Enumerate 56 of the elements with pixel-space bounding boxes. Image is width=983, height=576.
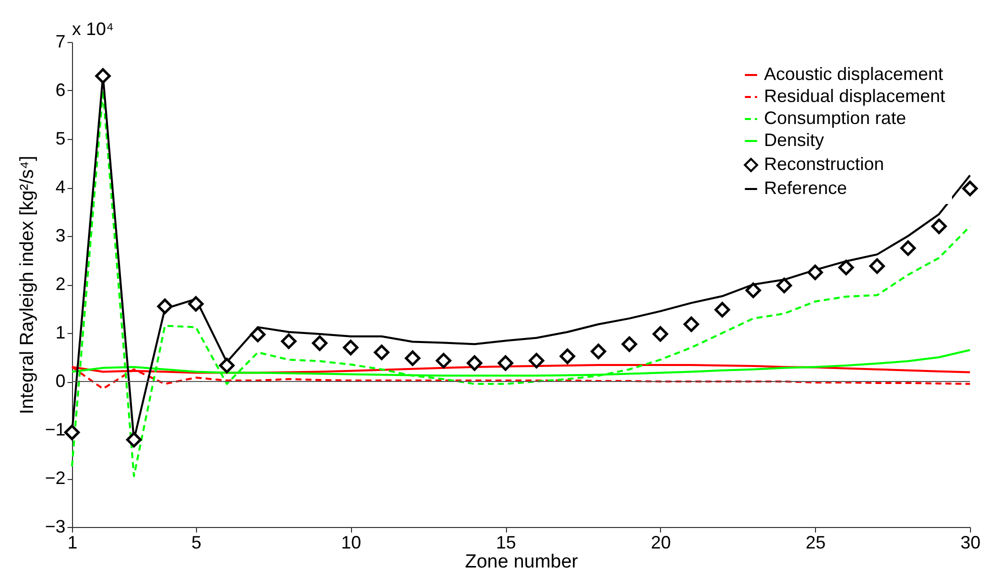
y-tick-label: −3 <box>44 516 66 536</box>
point <box>64 424 80 440</box>
y-tick-label: 3 <box>55 226 66 246</box>
point <box>436 352 452 368</box>
point <box>684 316 700 332</box>
point <box>931 218 947 234</box>
y-axis-title: Integral Rayleigh index [kg²/s⁴] <box>16 156 38 414</box>
y-tick-label: −2 <box>44 468 66 488</box>
point <box>498 355 514 371</box>
x-tick-label: 25 <box>806 532 826 552</box>
point <box>250 326 266 342</box>
point <box>404 350 420 366</box>
point <box>590 344 606 360</box>
legend-label: Consumption rate <box>764 108 906 128</box>
point <box>838 260 854 276</box>
point <box>280 333 297 350</box>
point <box>188 296 204 312</box>
point <box>157 298 173 314</box>
x-axis-title: Zone number <box>464 552 579 572</box>
point <box>95 68 111 84</box>
y-tick-label: 7 <box>55 32 66 52</box>
point <box>714 302 730 318</box>
x-tick-label: 10 <box>341 532 362 552</box>
x-tick-label: 15 <box>496 532 516 552</box>
x-tick-label: 5 <box>191 532 202 552</box>
point <box>374 344 390 360</box>
x-tick-label: 20 <box>650 532 671 552</box>
point <box>126 432 142 448</box>
point <box>869 258 885 274</box>
point <box>745 282 762 298</box>
y-tick-label: 0 <box>55 371 66 391</box>
point <box>900 240 916 256</box>
point <box>622 336 638 352</box>
text: x 10⁴ <box>72 19 114 39</box>
y-tick-label: −1 <box>44 420 66 440</box>
legend-label: Acoustic displacement <box>764 64 944 84</box>
point <box>560 348 576 364</box>
point <box>807 264 823 280</box>
x-tick-label: 30 <box>960 532 981 552</box>
y-tick-label: 5 <box>55 128 66 148</box>
point <box>652 326 668 342</box>
y-tick-label: 4 <box>55 177 66 197</box>
point <box>528 352 544 368</box>
point <box>962 180 978 196</box>
point <box>776 278 792 294</box>
point <box>342 340 358 356</box>
y-tick-label: 1 <box>55 322 66 342</box>
legend-label: Reference <box>764 178 848 198</box>
legend-label: Density <box>764 130 824 150</box>
y-tick-label: 6 <box>55 80 66 100</box>
point <box>466 355 482 371</box>
point <box>312 335 328 351</box>
y-tick-label: 2 <box>55 274 66 294</box>
legend-label: Residual displacement <box>764 86 946 106</box>
point <box>219 358 235 374</box>
legend-label: Reconstruction <box>764 154 884 174</box>
